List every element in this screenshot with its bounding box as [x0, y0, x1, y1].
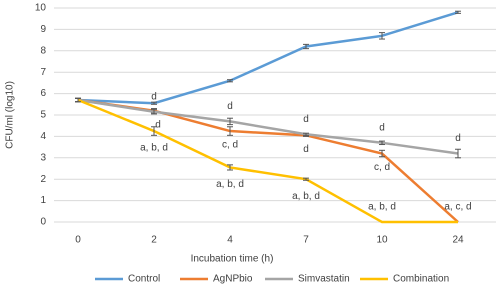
error-bar — [379, 140, 385, 146]
legend-label: Control — [128, 274, 160, 285]
y-axis-title: CFU/ml (log10) — [5, 81, 16, 149]
error-bar — [303, 132, 309, 136]
significance-label: a, b, d — [368, 202, 396, 213]
series-line — [77, 98, 459, 155]
x-tick-label: 7 — [303, 235, 309, 246]
y-tick-label: 6 — [40, 88, 46, 99]
x-tick-label: 24 — [452, 235, 464, 246]
x-tick-label: 10 — [376, 235, 388, 246]
significance-label: c, d — [374, 162, 390, 173]
significance-label: a, b, d — [292, 191, 320, 202]
series-line — [77, 98, 458, 224]
error-bar — [75, 97, 81, 103]
significance-label: a, c, d — [444, 202, 471, 213]
y-tick-label: 1 — [40, 195, 46, 206]
error-bar — [151, 101, 157, 105]
error-bar — [151, 126, 157, 136]
error-bar — [379, 32, 385, 40]
error-bar — [151, 109, 157, 115]
y-tick-label: 3 — [40, 152, 46, 163]
significance-label: d — [303, 144, 309, 155]
y-tick-label: 8 — [40, 45, 46, 56]
y-tick-label: 5 — [40, 110, 46, 121]
y-tick-label: 7 — [40, 67, 46, 78]
significance-label: a, b, d — [140, 143, 168, 154]
error-bar — [455, 10, 461, 14]
significance-label: d — [227, 101, 233, 112]
significance-label: d — [155, 119, 161, 130]
series-line — [77, 98, 459, 223]
error-bar — [303, 177, 309, 181]
error-bar — [227, 79, 233, 83]
significance-label: a, b, d — [216, 179, 244, 190]
significance-label: c, d — [222, 140, 238, 151]
series-line — [77, 11, 459, 105]
y-tick-label: 4 — [40, 131, 46, 142]
y-tick-label: 2 — [40, 174, 46, 185]
x-tick-label: 0 — [75, 235, 81, 246]
error-bar — [227, 117, 233, 126]
x-tick-label: 2 — [151, 235, 157, 246]
x-axis-title: Incubation time (h) — [191, 254, 274, 265]
legend-label: Simvastatin — [298, 274, 350, 285]
y-tick-label: 0 — [40, 217, 46, 228]
significance-label: d — [151, 91, 157, 102]
error-bar — [303, 43, 309, 50]
error-bar — [455, 148, 461, 159]
x-tick-label: 4 — [227, 235, 233, 246]
significance-label: d — [303, 114, 309, 125]
error-bar — [379, 149, 385, 158]
y-tick-label: 9 — [40, 24, 46, 35]
y-tick-label: 10 — [35, 3, 47, 14]
error-bar — [227, 126, 233, 136]
legend-label: AgNPbio — [213, 274, 253, 285]
legend-label: Combination — [393, 274, 449, 285]
significance-label: d — [379, 122, 385, 133]
error-bar — [227, 164, 233, 171]
significance-label: d — [455, 133, 461, 144]
